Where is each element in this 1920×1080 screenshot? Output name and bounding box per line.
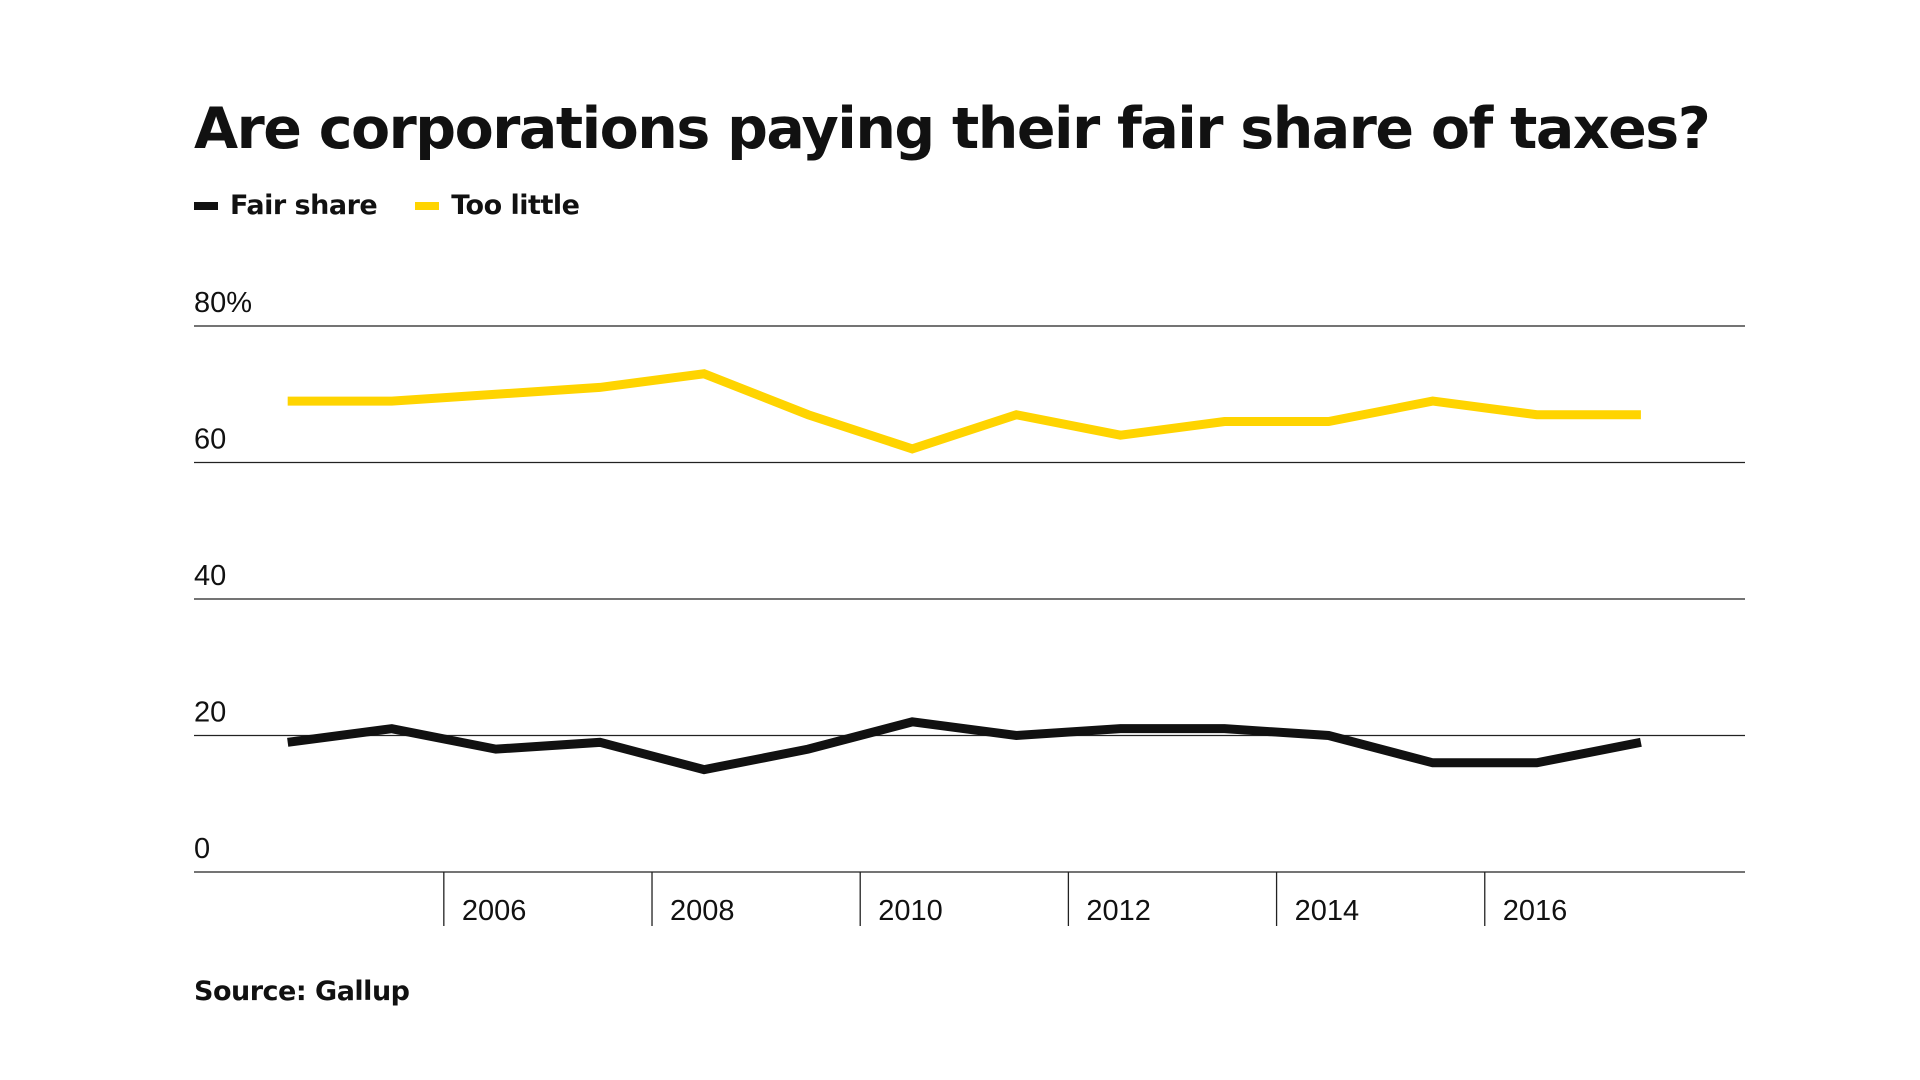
x-tick-label-2012: 2012: [1086, 895, 1151, 927]
x-tick-label-2014: 2014: [1295, 895, 1360, 927]
legend-label-too-little: Too little: [451, 190, 580, 221]
x-tick-label-2008: 2008: [670, 895, 735, 927]
series-line-too-little: [287, 369, 1641, 454]
y-tick-label-40: 40: [194, 560, 226, 592]
y-tick-label-80: 80%: [194, 287, 252, 319]
y-tick-label-0: 0: [194, 833, 210, 865]
legend: Fair share Too little: [194, 190, 617, 221]
legend-label-fair-share: Fair share: [230, 190, 378, 221]
x-tick-label-2006: 2006: [462, 895, 527, 927]
series-line-fair-share: [287, 717, 1642, 775]
y-tick-label-20: 20: [194, 697, 226, 729]
source-note: Source: Gallup: [194, 976, 410, 1007]
legend-item-fair-share: Fair share: [194, 190, 378, 221]
legend-swatch-fair-share: [194, 201, 218, 210]
legend-swatch-too-little: [415, 201, 440, 210]
y-tick-label-60: 60: [194, 424, 226, 456]
x-tick-label-2016: 2016: [1503, 895, 1568, 927]
chart-title: Are corporations paying their fair share…: [194, 96, 1711, 162]
x-tick-label-2010: 2010: [878, 895, 943, 927]
legend-item-too-little: Too little: [415, 190, 580, 221]
